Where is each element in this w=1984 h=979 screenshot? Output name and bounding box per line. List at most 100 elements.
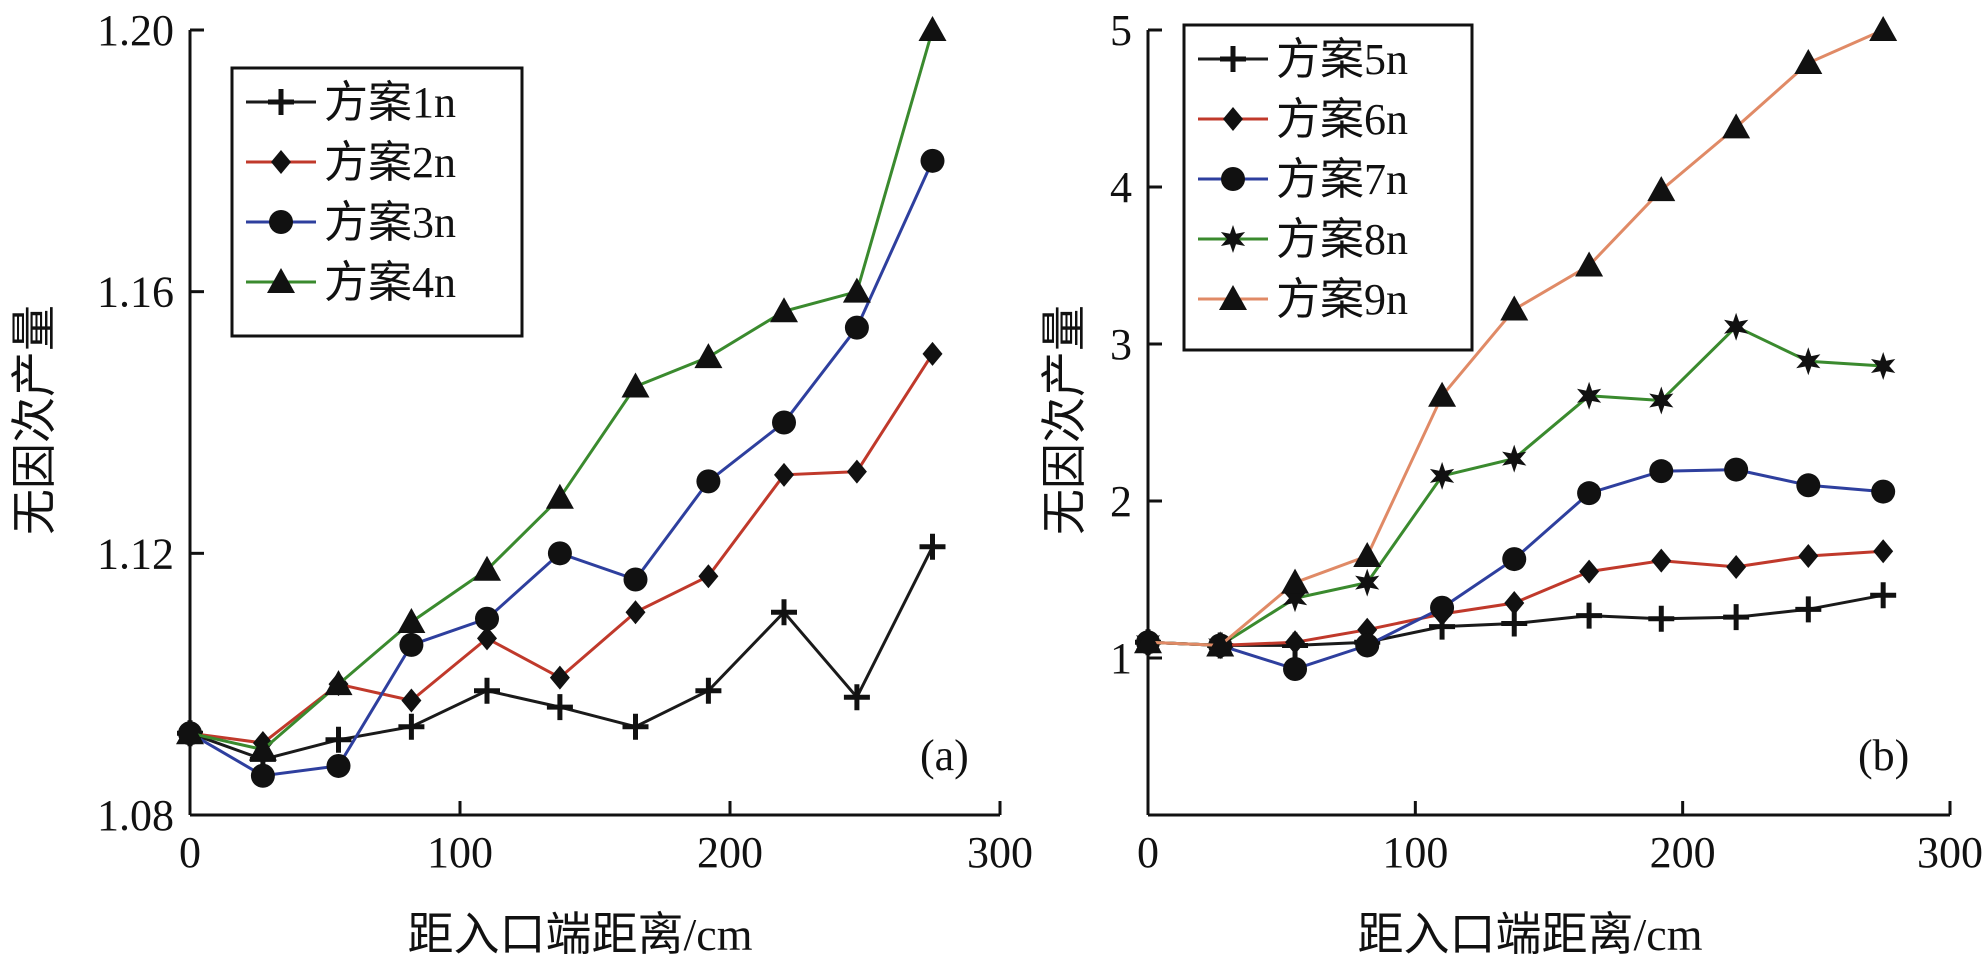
- x-tick-label: 100: [1382, 828, 1448, 877]
- legend-marker: [1220, 46, 1246, 72]
- x-tick-label: 0: [1137, 828, 1159, 877]
- legend-entry: 方案6n: [1198, 95, 1408, 144]
- data-point: [1577, 381, 1602, 410]
- data-point: [398, 713, 425, 740]
- legend-label: 方案6n: [1276, 95, 1408, 144]
- y-axis-label-b: 无因次产量: [1039, 305, 1090, 535]
- y-tick-label: 5: [1110, 6, 1132, 55]
- data-point: [622, 713, 649, 740]
- legend-marker: [267, 268, 295, 293]
- y-tick-label: 1.16: [97, 268, 174, 317]
- data-point: [774, 462, 794, 487]
- legend-b: 方案5n 方案6n 方案7n 方案8n 方案9n: [1182, 23, 1474, 352]
- panel-label-a: (a): [920, 731, 969, 780]
- y-tick-label: 4: [1110, 163, 1132, 212]
- data-point: [843, 684, 870, 711]
- data-point: [1871, 352, 1896, 380]
- legend-marker: [268, 89, 294, 115]
- data-point: [248, 735, 277, 761]
- legend-entry: 方案2n: [246, 138, 456, 187]
- y-tick-label: 1: [1110, 634, 1132, 683]
- data-point: [1429, 461, 1455, 490]
- data-point: [1794, 48, 1823, 74]
- data-point: [623, 567, 648, 592]
- data-point: [1726, 554, 1747, 579]
- data-point: [473, 555, 501, 581]
- legend-marker: [1223, 107, 1243, 131]
- data-point: [918, 16, 947, 41]
- y-tick-label: 1.20: [97, 6, 174, 55]
- y-tick-label: 1.12: [97, 529, 174, 578]
- data-point: [549, 665, 570, 690]
- legend-label: 方案5n: [1276, 35, 1408, 84]
- legend-label: 方案8n: [1276, 215, 1408, 264]
- data-point: [1282, 584, 1308, 613]
- data-point: [474, 677, 500, 704]
- data-point: [401, 688, 422, 713]
- legend-label: 方案9n: [1276, 275, 1408, 324]
- data-point: [1134, 628, 1162, 654]
- data-point: [621, 372, 650, 398]
- data-point: [1647, 176, 1676, 202]
- data-point: [547, 541, 572, 566]
- legend-entry: 方案3n: [246, 198, 456, 247]
- legend-entry: 方案8n: [1198, 215, 1408, 264]
- data-point: [694, 343, 723, 369]
- data-point: [772, 410, 796, 435]
- x-tick-label: 300: [967, 828, 1033, 877]
- data-point: [920, 148, 945, 173]
- panel-b: 0 100 200 300 1 2 3 4 5 方案5n 方案6n 方案7n 方案8n 方案9n 距入口端…: [1039, 6, 1983, 960]
- legend-marker: [269, 210, 293, 234]
- legend-entry: 方案4n: [246, 258, 456, 307]
- data-point: [1353, 541, 1382, 567]
- x-tick-label: 200: [697, 828, 763, 877]
- data-point: [770, 297, 798, 323]
- data-point: [1355, 568, 1380, 597]
- data-point: [1724, 457, 1749, 482]
- data-point: [696, 469, 721, 494]
- y-tick-label: 3: [1110, 320, 1132, 369]
- data-point: [1206, 631, 1235, 657]
- data-point: [1502, 444, 1527, 473]
- data-point: [1500, 295, 1529, 321]
- y-tick-label: 2: [1110, 477, 1132, 526]
- data-point: [695, 677, 722, 704]
- data-point: [1873, 539, 1894, 564]
- data-point: [250, 763, 275, 788]
- data-point: [1795, 596, 1822, 623]
- data-point: [1871, 479, 1896, 504]
- data-point: [1283, 656, 1308, 681]
- data-point: [1723, 604, 1750, 631]
- data-point: [1579, 559, 1600, 584]
- legend-entry: 方案1n: [246, 78, 456, 127]
- data-point: [846, 459, 867, 484]
- series-a-1: [177, 533, 946, 773]
- data-point: [1285, 630, 1306, 655]
- legend-marker: [1219, 285, 1247, 310]
- x-tick-label: 100: [427, 828, 493, 877]
- legend-label: 方案3n: [324, 198, 456, 247]
- data-point: [1649, 459, 1674, 484]
- data-point: [326, 753, 351, 778]
- x-axis-label-a: 距入口端距离/cm: [408, 909, 753, 960]
- series-a-3: [178, 148, 945, 788]
- data-point: [1798, 543, 1819, 568]
- data-point: [1649, 386, 1674, 415]
- series-line: [189, 546, 934, 761]
- x-tick-label: 200: [1650, 828, 1716, 877]
- panel-label-b: (b): [1858, 731, 1909, 780]
- legend-label: 方案7n: [1276, 155, 1408, 204]
- legend-label: 方案1n: [324, 78, 456, 127]
- y-tick-label: 1.08: [97, 791, 174, 840]
- data-point: [919, 533, 946, 560]
- series-a-4: [176, 16, 947, 761]
- series-b-3: [1136, 457, 1896, 681]
- data-point: [546, 694, 573, 721]
- plot-area-b: 0 100 200 300 1 2 3 4 5 方案5n 方案6n 方案7n 方案8n 方案9n: [1110, 6, 1983, 877]
- data-point: [1648, 605, 1675, 632]
- data-point: [1869, 16, 1898, 41]
- x-tick-label: 300: [1917, 828, 1983, 877]
- data-point: [1576, 602, 1603, 629]
- data-point: [1796, 347, 1821, 376]
